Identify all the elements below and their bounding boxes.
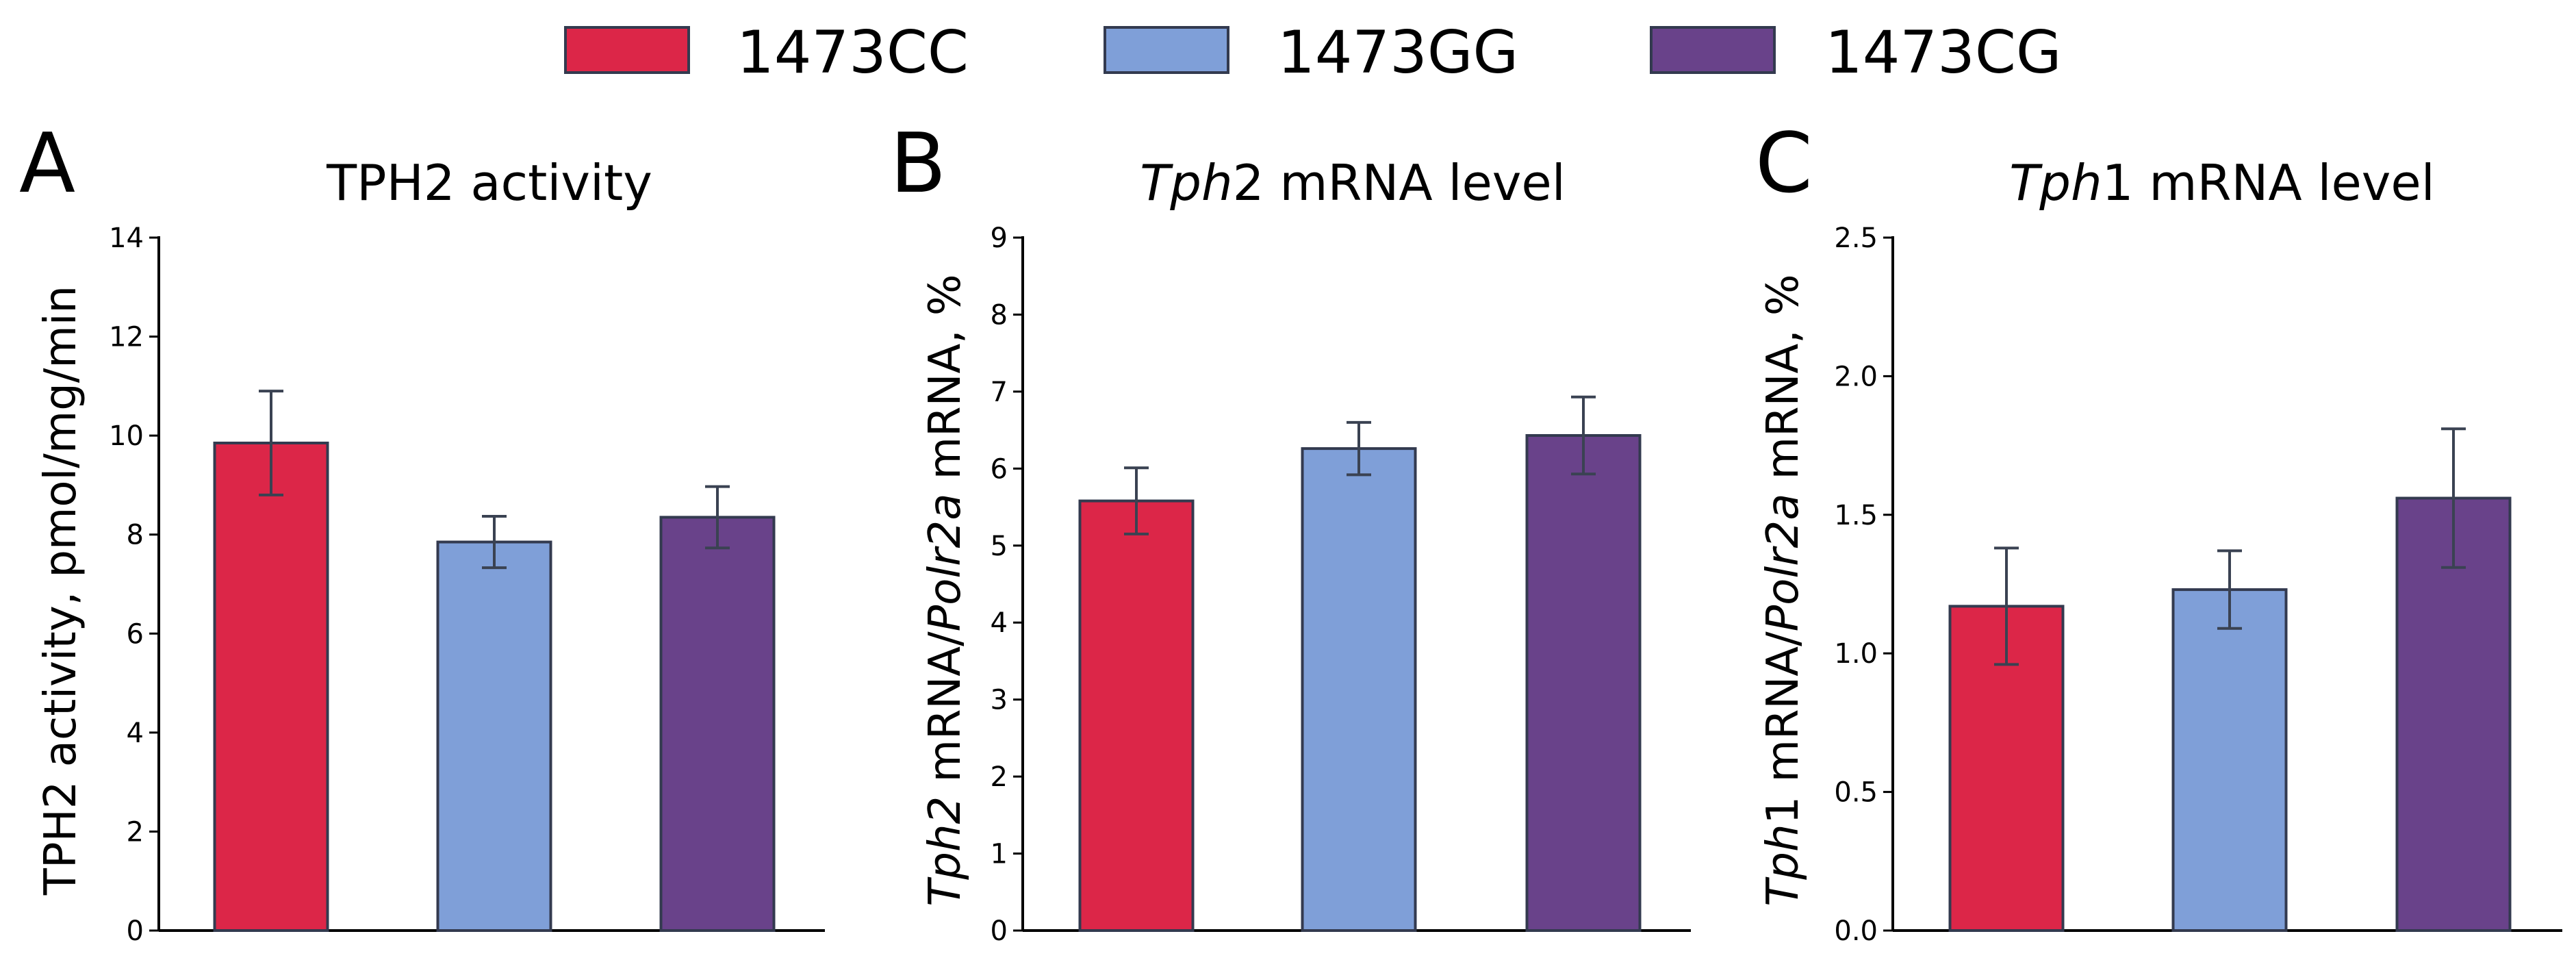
panel-title-a: TPH2 activity <box>326 154 652 212</box>
y-tick-label-a: 2 <box>127 816 144 848</box>
y-tick-label-c: 1.0 <box>1834 638 1878 670</box>
y-tick-label-b: 4 <box>991 607 1008 639</box>
bar-a-1473gg <box>436 540 552 932</box>
y-tick-label-c: 2.0 <box>1834 361 1878 392</box>
panel-a: A TPH2 activity TPH2 activity, pmol/mg/m… <box>19 116 825 947</box>
panel-title-b: Tph2 mRNA level <box>1140 154 1565 212</box>
y-tick-label-a: 10 <box>109 420 144 452</box>
panel-title-c: Tph1 mRNA level <box>2009 154 2434 212</box>
y-tick-label-a: 0 <box>127 915 144 947</box>
y-tick-label-b: 6 <box>991 453 1008 485</box>
y-tick-label-b: 5 <box>991 531 1008 562</box>
y-tick-label-b: 8 <box>991 299 1008 331</box>
error-bar-a-1473gg <box>482 514 507 570</box>
error-bar-b-1473cc <box>1124 466 1149 535</box>
y-tick-label-a: 6 <box>127 618 144 650</box>
bar-c-1473cg <box>2395 496 2512 932</box>
legend-label-1473gg: 1473GG <box>1277 18 1518 87</box>
bar-b-1473gg <box>1301 447 1417 932</box>
y-axis-label-b: Tph2 mRNA/Polr2a mRNA, % <box>920 274 971 906</box>
panel-c: C Tph1 mRNA level Tph1 mRNA/Polr2a mRNA,… <box>1755 116 2562 947</box>
bar-c-1473gg <box>2171 588 2288 932</box>
y-tick-label-c: 0.5 <box>1834 777 1878 809</box>
y-tick-label-b: 3 <box>991 685 1008 716</box>
y-tick-label-b: 7 <box>991 377 1008 408</box>
panel-letter-b: B <box>890 116 946 212</box>
legend-swatch-1473cg <box>1650 26 1776 74</box>
y-tick-label-c: 2.5 <box>1834 223 1878 254</box>
y-tick-label-b: 2 <box>991 761 1008 793</box>
error-bar-a-1473cg <box>705 485 730 550</box>
y-tick-label-c: 0.0 <box>1834 915 1878 947</box>
y-tick-label-a: 4 <box>127 718 144 749</box>
y-tick-label-b: 0 <box>991 915 1008 947</box>
y-tick-label-c: 1.5 <box>1834 500 1878 531</box>
legend-label-1473cg: 1473CG <box>1825 18 2062 87</box>
legend-label-1473cc: 1473CC <box>737 18 969 87</box>
y-tick-label-b: 9 <box>991 223 1008 254</box>
y-tick-label-b: 1 <box>991 839 1008 870</box>
legend-swatch-1473cc <box>564 26 690 74</box>
y-tick-label-a: 12 <box>109 322 144 353</box>
y-tick-label-a: 8 <box>127 520 144 551</box>
y-axis-label-a: TPH2 activity, pmol/mg/min <box>36 286 86 896</box>
y-axis-label-c: Tph1 mRNA/Polr2a mRNA, % <box>1758 274 1809 906</box>
error-bar-c-1473cc <box>1994 546 2019 666</box>
y-tick-label-a: 14 <box>109 223 144 254</box>
error-bar-c-1473cg <box>2441 427 2466 569</box>
error-bar-b-1473gg <box>1347 420 1371 477</box>
bar-a-1473cg <box>659 516 776 932</box>
error-bar-c-1473gg <box>2217 549 2242 630</box>
panel-letter-a: A <box>19 116 75 212</box>
bar-a-1473cc <box>213 441 329 932</box>
error-bar-a-1473cc <box>259 390 283 496</box>
legend: 1473CC 1473GG 1473CG <box>564 18 2062 87</box>
panel-letter-c: C <box>1755 116 1813 212</box>
bar-b-1473cg <box>1525 433 1642 932</box>
error-bar-b-1473cg <box>1571 395 1596 476</box>
panel-b: B Tph2 mRNA level Tph2 mRNA/Polr2a mRNA,… <box>890 116 1691 947</box>
legend-swatch-1473gg <box>1104 26 1229 74</box>
bar-b-1473cc <box>1078 499 1195 932</box>
